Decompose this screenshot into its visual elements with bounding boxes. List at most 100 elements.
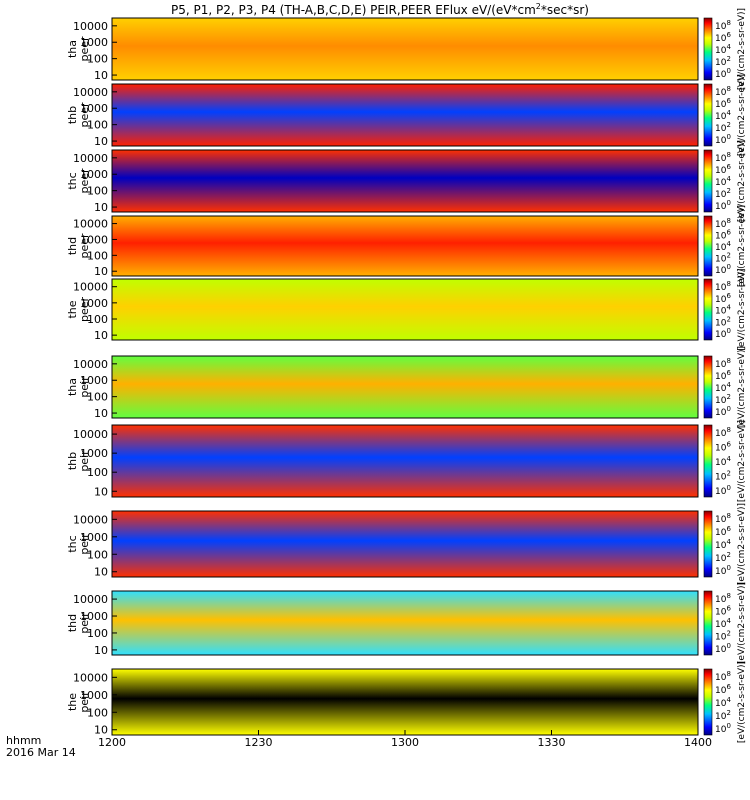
spectrogram-image (112, 425, 698, 497)
panel-frame (111, 355, 699, 419)
colorbar-tick-label: 100 (715, 564, 731, 577)
y-tick-label: 100 (87, 627, 108, 640)
colorbar-tick-label: 100 (715, 67, 731, 80)
panel-ylabel-product: peer (78, 102, 91, 128)
colorbar-tick-label: 104 (715, 43, 731, 56)
y-tick-label: 1000 (80, 168, 108, 181)
colorbar-tick-label: 104 (715, 538, 731, 551)
panel-ylabel-probe: thc (66, 535, 79, 552)
y-tick-label: 1000 (80, 297, 108, 310)
colorbar (703, 510, 713, 578)
colorbar-tick-label: 102 (715, 630, 731, 643)
y-tick-label: 100 (87, 548, 108, 561)
y-tick-label: 1000 (80, 447, 108, 460)
y-tick-label: 100 (87, 313, 108, 326)
colorbar-unit-label: [eV/(cm2-s-sr-eV)] (737, 205, 747, 287)
colorbar-unit-label: [eV/(cm2-s-sr-eV)] (737, 346, 747, 428)
panel-frame (111, 149, 699, 213)
colorbar-tick-label: 102 (715, 55, 731, 68)
colorbar-unit-label: [eV/(cm2-s-sr-eV)] (737, 420, 747, 502)
panel-ylabel-probe: the (66, 693, 79, 711)
spectrogram-image (112, 18, 698, 80)
colorbar-unit-label: [eV/(cm2-s-sr-eV)] (737, 503, 747, 585)
spectrogram-image (112, 669, 698, 735)
panel-ylabel-probe: tha (66, 40, 79, 58)
y-tick-label: 10000 (73, 513, 108, 526)
colorbar-tick-label: 102 (715, 315, 731, 328)
y-tick-label: 10 (94, 407, 108, 420)
y-tick-label: 10000 (73, 281, 108, 294)
colorbar (703, 215, 713, 277)
panel-ylabel-probe: thb (66, 452, 79, 470)
y-tick-label: 1000 (80, 36, 108, 49)
colorbar-tick-label: 104 (715, 455, 731, 468)
panel-ylabel-product: peer (78, 233, 91, 259)
colorbar-tick-label: 102 (715, 551, 731, 564)
colorbar-tick-label: 106 (715, 229, 731, 242)
panel-frame (111, 424, 699, 498)
spectrogram-image (112, 84, 698, 146)
y-tick-label: 100 (87, 249, 108, 262)
spectrogram-image (112, 216, 698, 276)
panel-ylabel-product: peir (78, 376, 91, 398)
figure-title: P5, P1, P2, P3, P4 (TH-A,B,C,D,E) PEIR,P… (171, 2, 589, 17)
y-tick-label: 1000 (80, 233, 108, 246)
colorbar-tick-label: 106 (715, 97, 731, 110)
spectrogram-image (112, 591, 698, 655)
y-tick-label: 10 (94, 201, 108, 214)
x-tick-label: 1200 (98, 736, 126, 749)
panel-ylabel-product: peer (78, 297, 91, 323)
colorbar-unit-label: [eV/(cm2-s-sr-eV)] (737, 8, 747, 90)
y-tick-label: 100 (87, 53, 108, 66)
colorbar-tick-label: 104 (715, 617, 731, 630)
colorbar-tick-label: 106 (715, 163, 731, 176)
x-tick-label: 1400 (684, 736, 712, 749)
y-tick-label: 1000 (80, 689, 108, 702)
colorbar (703, 17, 713, 81)
x-tick-labels: 1200 1230 1300 1330 1400 (98, 730, 712, 749)
colorbar-tick-label: 108 (715, 512, 731, 525)
colorbar-tick-label: 100 (715, 133, 731, 146)
y-tick-label: 10000 (73, 358, 108, 371)
colorbar-tick-label: 106 (715, 441, 731, 454)
colorbar (703, 355, 713, 419)
colorbar-tick-label: 100 (715, 484, 731, 497)
spectrogram-image (112, 511, 698, 577)
y-tick-label: 10 (94, 644, 108, 657)
spectrogram-image (112, 356, 698, 418)
colorbar-unit-label: [eV/(cm2-s-sr-eV)] (737, 74, 747, 156)
panel-ylabel-probe: thd (66, 237, 79, 255)
colorbar-tick-label: 104 (715, 175, 731, 188)
colorbar-tick-label: 104 (715, 696, 731, 709)
colorbar-unit-label: [eV/(cm2-s-sr-eV)] (737, 140, 747, 222)
colorbar-tick-label: 100 (715, 642, 731, 655)
colorbar-tick-label: 102 (715, 393, 731, 406)
colorbar-tick-label: 108 (715, 592, 731, 605)
colorbar (703, 424, 713, 498)
colorbar-tick-label: 104 (715, 381, 731, 394)
y-tick-label: 1000 (80, 374, 108, 387)
colorbar-tick-label: 108 (715, 670, 731, 683)
colorbar-tick-label: 108 (715, 217, 731, 230)
y-tick-label: 100 (87, 706, 108, 719)
y-tick-label: 10000 (73, 671, 108, 684)
colorbar-tick-label: 106 (715, 31, 731, 44)
panel-ylabel-probe: thd (66, 614, 79, 632)
colorbar-tick-label: 100 (715, 327, 731, 340)
colorbar-tick-label: 100 (715, 722, 731, 735)
panel-frame (111, 215, 699, 277)
panel-frame (111, 17, 699, 81)
y-tick-label: 10000 (73, 218, 108, 231)
y-tick-label: 100 (87, 119, 108, 132)
panel-ylabel-product: peir (78, 691, 91, 713)
date-label: 2016 Mar 14 (6, 746, 76, 759)
y-tick-label: 1000 (80, 102, 108, 115)
y-tick-label: 100 (87, 185, 108, 198)
colorbar-tick-label: 108 (715, 426, 731, 439)
